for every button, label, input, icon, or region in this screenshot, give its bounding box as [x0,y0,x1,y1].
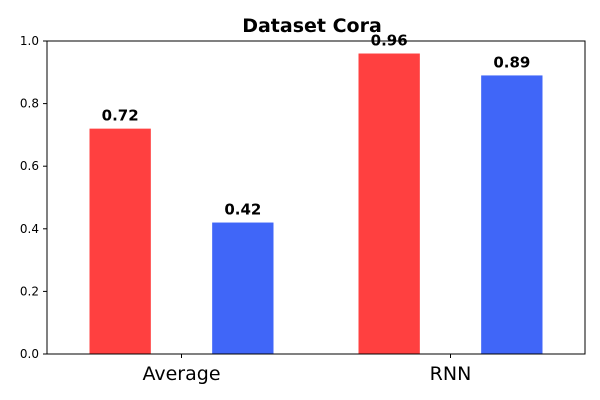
y-tick-label: 0.2 [20,284,39,298]
bar [358,53,420,355]
y-tick-label: 0.8 [20,97,39,111]
y-tick-label: 0.6 [20,159,39,173]
x-tick-label: Average [142,363,220,385]
plot-area: 0.00.20.40.60.81.00.720.42Average0.960.8… [20,32,543,385]
bar-value-label: 0.42 [224,201,261,219]
bar-value-label: 0.89 [493,53,530,71]
axes-frame [46,40,586,355]
y-tick-label: 0.0 [20,347,39,361]
y-tick-label: 1.0 [20,34,39,48]
y-tick-label: 0.4 [20,222,39,236]
bar-value-label: 0.72 [102,107,139,125]
chart-title: Dataset Cora [242,15,382,37]
bar [212,222,274,354]
bar [89,128,151,354]
bar [481,75,543,355]
x-tick-label: RNN [430,363,472,385]
